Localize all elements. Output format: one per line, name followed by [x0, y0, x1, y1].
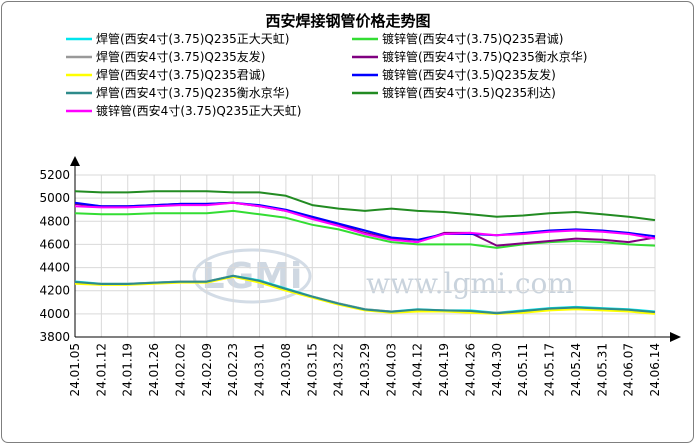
x-tick-label: 24.01.19	[121, 343, 135, 396]
legend-label: 焊管(西安4寸(3.75)Q235友发)	[96, 49, 265, 64]
x-tick-label: 24.04.03	[384, 343, 398, 396]
series-line-1	[74, 209, 656, 249]
x-tick-label: 24.05.24	[569, 343, 583, 396]
legend-label: 镀锌管(西安4寸(3.5)Q235利达)	[382, 85, 556, 100]
y-tick-label: 4600	[39, 237, 70, 251]
series-line-6	[74, 274, 656, 315]
legend-label: 镀锌管(西安4寸(3.75)Q235君诚)	[382, 31, 563, 46]
x-tick-labels: 24.01.05 24.01.12 24.01.19 24.01.26 24.02.02…	[68, 343, 662, 396]
legend-label: 镀锌管(西安4寸(3.75)Q235正大天虹)	[96, 103, 301, 118]
x-tick-label: 24.05.11	[516, 343, 530, 396]
x-tick-label: 24.05.31	[595, 343, 609, 396]
x-tick-label: 24.04.12	[411, 343, 425, 396]
y-tick-label: 5000	[39, 191, 70, 205]
legend-label: 焊管(西安4寸(3.75)Q235正大天虹)	[96, 31, 289, 46]
chart-title: 西安焊接钢管价格走势图	[265, 12, 430, 30]
y-tick-label: 4800	[39, 214, 70, 228]
x-axis-arrow	[670, 332, 681, 342]
series-line-7	[74, 190, 656, 222]
y-tick-label: 3800	[39, 330, 70, 344]
x-tick-label: 24.02.09	[200, 343, 214, 396]
x-tick-label: 24.04.30	[490, 343, 504, 396]
y-tick-label: 4400	[39, 261, 70, 275]
series-line-5	[74, 201, 656, 241]
x-tick-label: 24.03.22	[332, 343, 346, 396]
grid	[75, 174, 656, 338]
y-tick-labels: 3800 4000 4200 4400 4600 4800 5000 5200	[39, 168, 70, 344]
axes	[70, 156, 681, 342]
x-tick-label: 24.02.02	[173, 343, 187, 396]
watermark: LGMi www.lgmi.com	[192, 248, 574, 304]
x-tick-label: 24.06.14	[648, 343, 662, 396]
series-line-8	[74, 201, 656, 244]
y-tick-label: 4000	[39, 307, 70, 321]
x-tick-label: 24.03.08	[279, 343, 293, 396]
y-tick-label: 4200	[39, 284, 70, 298]
legend-label: 焊管(西安4寸(3.75)Q235君诚)	[96, 67, 265, 82]
x-tick-label: 24.04.19	[437, 343, 451, 396]
x-tick-label: 24.01.12	[94, 343, 108, 396]
y-tick-label: 5200	[39, 168, 70, 182]
y-axis-arrow	[70, 156, 80, 166]
legend-label: 镀锌管(西安4寸(3.5)Q235友发)	[382, 67, 556, 82]
series-lines	[74, 190, 656, 315]
x-tick-label: 24.03.01	[253, 343, 267, 396]
legend-label: 焊管(西安4寸(3.75)Q235衡水京华)	[96, 85, 289, 100]
x-tick-label: 24.01.26	[147, 343, 161, 396]
legend: 焊管(西安4寸(3.75)Q235正大天虹) 镀锌管(西安4寸(3.75)Q235…	[66, 31, 587, 118]
x-tick-label: 24.05.17	[543, 343, 557, 396]
x-tick-label: 24.03.15	[305, 343, 319, 396]
x-tick-label: 24.04.26	[463, 343, 477, 396]
x-tick-label: 24.06.07	[622, 343, 636, 396]
x-tick-label: 24.02.23	[226, 343, 240, 396]
x-tick-label: 24.01.05	[68, 343, 82, 396]
x-tick-label: 24.03.29	[358, 343, 372, 396]
legend-label: 镀锌管(西安4寸(3.75)Q235衡水京华)	[382, 49, 587, 64]
